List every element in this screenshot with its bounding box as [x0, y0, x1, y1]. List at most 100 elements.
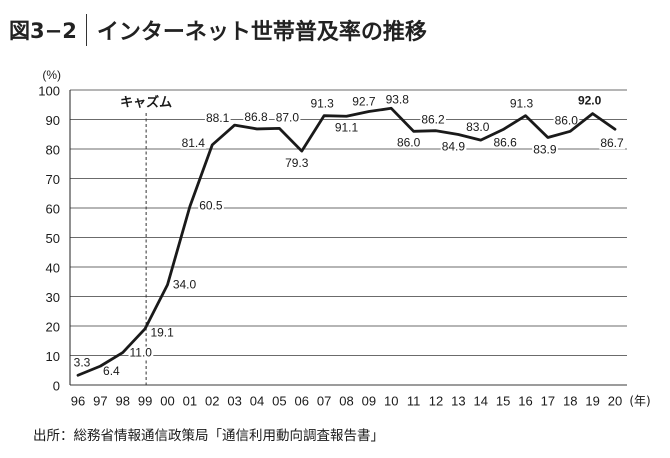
y-tick-label: 50 [46, 231, 60, 246]
data-label-background [198, 199, 224, 212]
data-point [76, 373, 81, 378]
data-label-background [420, 113, 447, 126]
data-label-background [243, 110, 270, 123]
data-label: 86.2 [421, 113, 445, 127]
data-label-background [532, 143, 558, 156]
data-point [255, 126, 260, 131]
x-tick-label: 01 [183, 394, 197, 409]
x-tick-labels: 96 97 98 99 00 01 02 03 04 05 06 07 08 09 10 11 12 13 14 15… [71, 394, 622, 409]
y-tick-label: 60 [46, 202, 60, 217]
data-label-background [576, 94, 603, 107]
source-note: 出所：総務省情報通信政策局「通信利用動向調査報告書」 [33, 428, 384, 444]
data-point [478, 138, 483, 143]
y-tick-label: 80 [46, 143, 60, 158]
line-chart: 3.3 6.4 11.0 19.1 34.0 60.5 81.488.1 86.8 87.0 79… [38, 68, 650, 409]
data-label: 93.8 [386, 92, 410, 106]
x-tick-label: 14 [474, 394, 488, 409]
data-label-background [204, 112, 231, 125]
data-point [613, 127, 618, 132]
data-label: 79.3 [285, 156, 309, 170]
data-label-background [102, 365, 122, 378]
x-tick-label: 16 [518, 394, 532, 409]
y-tick-label: 20 [46, 320, 60, 335]
data-label: 86.6 [493, 136, 517, 150]
data-point [590, 111, 595, 116]
data-label: 86.7 [600, 136, 624, 150]
x-tick-label: 13 [451, 394, 465, 409]
data-label: 84.9 [442, 140, 466, 154]
x-tick-label: 97 [93, 394, 107, 409]
annotation-text-group: キャズム [120, 95, 172, 111]
data-label: 86.0 [555, 113, 579, 127]
y-tick-label: 100 [38, 84, 60, 99]
x-tick-label: 05 [272, 394, 286, 409]
data-point [456, 132, 461, 137]
data-label: 92.7 [352, 95, 376, 109]
data-label: 83.0 [466, 120, 490, 134]
y-tick-label: 40 [46, 261, 60, 276]
x-tick-label: 17 [541, 394, 555, 409]
data-label: 88.1 [206, 111, 230, 125]
data-point [187, 204, 192, 209]
data-point [165, 282, 170, 287]
data-point [232, 123, 237, 128]
x-tick-label: 11 [407, 394, 421, 409]
data-point [299, 149, 304, 154]
data-label-background [384, 93, 411, 106]
title-separator [85, 14, 87, 46]
annotation-label: キャズム [120, 95, 172, 111]
data-label: 6.4 [103, 364, 120, 378]
data-label-background [149, 326, 176, 339]
data-point [545, 135, 550, 140]
data-label: 11.0 [130, 346, 153, 360]
data-label-background [440, 140, 467, 153]
x-tick-label: 02 [205, 394, 219, 409]
y-tick-label: 70 [46, 172, 60, 187]
data-label-background [492, 136, 519, 149]
chart-title: インターネット世帯普及率の推移 [96, 20, 427, 45]
data-label-background [274, 111, 301, 124]
x-tick-label: 10 [384, 394, 398, 409]
data-label-background [553, 114, 580, 127]
data-point [366, 109, 371, 114]
data-label-backgrounds [72, 93, 626, 378]
data-label-background [333, 121, 360, 134]
data-point [344, 114, 349, 119]
y-tick-label: 0 [53, 379, 60, 394]
data-point [322, 113, 327, 118]
data-point [120, 350, 125, 355]
data-point [501, 127, 506, 132]
y-axis-unit-label: (%) [42, 68, 61, 82]
data-label: 3.3 [74, 355, 91, 369]
data-label-background [309, 97, 336, 110]
x-tick-label: 09 [362, 394, 376, 409]
x-tick-label: 96 [71, 394, 85, 409]
series-line [76, 106, 617, 377]
data-point [568, 129, 573, 134]
data-point [210, 142, 215, 147]
data-label: 86.0 [397, 135, 421, 149]
x-tick-label: 03 [227, 394, 241, 409]
data-label: 92.0 [578, 94, 602, 108]
x-tick-label: 19 [585, 394, 599, 409]
data-label-background [128, 346, 154, 359]
data-label-background [599, 137, 626, 150]
y-tick-label: 30 [46, 290, 60, 305]
y-tick-label: 90 [46, 113, 60, 128]
x-tick-label: 18 [563, 394, 577, 409]
series-group [76, 106, 618, 378]
x-tick-label: 00 [160, 394, 174, 409]
data-label-background [465, 121, 491, 134]
data-label: 91.3 [510, 97, 534, 111]
data-label: 86.8 [244, 110, 268, 124]
data-label: 81.4 [182, 136, 206, 150]
data-label: 91.1 [335, 120, 359, 134]
data-label: 91.3 [310, 97, 334, 111]
x-axis-unit-label: (年) [629, 394, 650, 408]
x-tick-label: 20 [608, 394, 622, 409]
figure-number: 図3−2 [9, 19, 77, 43]
y-tick-labels: 0 10 20 30 40 50 60 70 80 90 100 [38, 84, 60, 394]
data-point [277, 126, 282, 131]
data-point [523, 113, 528, 118]
x-tick-label: 98 [116, 394, 130, 409]
